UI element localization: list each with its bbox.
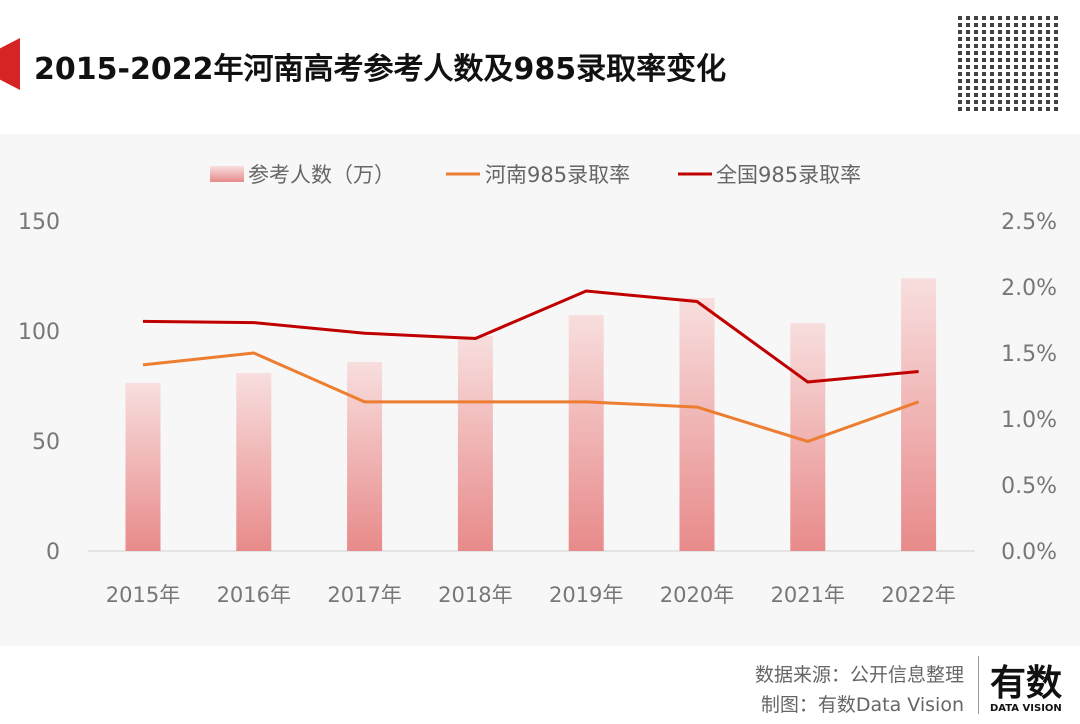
right-tick-label: 0.5%: [1001, 474, 1057, 499]
bar-2022年: [901, 278, 937, 551]
x-tick-label: 2016年: [217, 583, 291, 607]
right-tick-label: 2.5%: [1001, 210, 1057, 235]
right-tick-label: 1.0%: [1001, 408, 1057, 433]
right-tick-label: 1.5%: [1001, 342, 1057, 367]
legend-swatch-bar: [210, 166, 244, 182]
bar-2016年: [236, 373, 272, 551]
x-tick-label: 2019年: [549, 583, 623, 607]
x-tick-label: 2020年: [660, 583, 734, 607]
logo-divider: [978, 656, 979, 714]
legend-label: 河南985录取率: [485, 163, 630, 187]
left-tick-label: 100: [18, 320, 60, 345]
left-tick-label: 50: [32, 430, 60, 455]
qr-code: [958, 14, 1058, 114]
legend-label: 参考人数（万）: [248, 163, 395, 187]
line-national: [142, 289, 919, 384]
title-accent: [0, 38, 20, 90]
bar-2020年: [679, 298, 715, 551]
x-tick-label: 2022年: [881, 583, 955, 607]
bar-2017年: [347, 362, 383, 551]
bar-2015年: [125, 382, 161, 551]
page-title: 2015-2022年河南高考参考人数及985录取率变化: [34, 52, 727, 87]
left-tick-label: 0: [46, 540, 60, 565]
x-tick-label: 2021年: [771, 583, 845, 607]
made-by: 制图：有数Data Vision: [760, 694, 964, 716]
bar-2018年: [457, 336, 493, 551]
legend-label: 全国985录取率: [716, 163, 861, 187]
x-tick-label: 2017年: [327, 583, 401, 607]
right-tick-label: 0.0%: [1001, 540, 1057, 565]
bar-2019年: [568, 314, 604, 551]
x-tick-label: 2015年: [106, 583, 180, 607]
right-tick-label: 2.0%: [1001, 276, 1057, 301]
x-tick-label: 2018年: [438, 583, 512, 607]
data-source: 数据来源：公开信息整理: [754, 664, 964, 686]
left-tick-label: 150: [18, 210, 60, 235]
logo-subtext: DATA VISION: [990, 703, 1062, 714]
line-henan: [142, 351, 920, 443]
logo: 有数: [990, 663, 1063, 704]
chart-panel: [0, 134, 1080, 646]
